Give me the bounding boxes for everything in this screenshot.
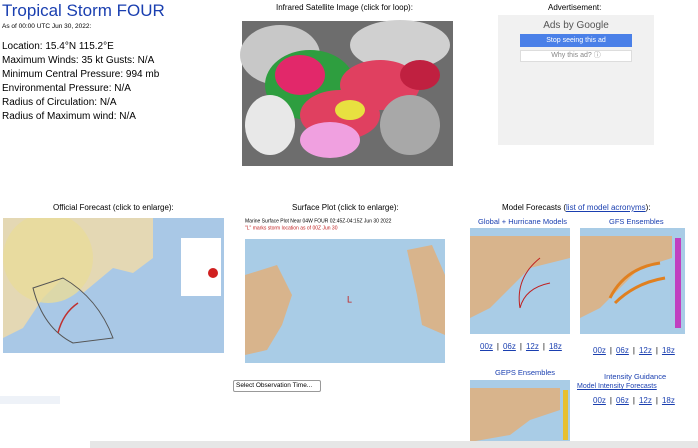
surface-heading: Surface Plot (click to enlarge): — [292, 203, 399, 212]
intensity-link[interactable]: Model Intensity Forecasts — [577, 383, 657, 390]
sep: | — [655, 346, 658, 355]
official-heading: Official Forecast (click to enlarge): — [53, 203, 174, 212]
heading-prefix: Model Forecasts ( — [502, 203, 567, 212]
sep: | — [655, 396, 658, 405]
sep: | — [632, 396, 635, 405]
sep: | — [609, 396, 612, 405]
detail: Radius of Circulation: N/A — [2, 97, 117, 108]
official-forecast-image[interactable] — [3, 218, 224, 353]
faint-box — [0, 396, 60, 404]
taskbar — [90, 441, 698, 448]
satellite-heading: Infrared Satellite Image (click for loop… — [276, 3, 413, 12]
plot-title: Marine Surface Plot Near 04W FOUR 02:45Z… — [245, 218, 392, 224]
run-link[interactable]: 00z — [593, 346, 606, 355]
sep: | — [496, 342, 499, 351]
global-models-image[interactable] — [470, 228, 570, 334]
run-link[interactable]: 06z — [502, 342, 516, 351]
why-ad-button[interactable]: Why this ad? ⓘ — [520, 50, 632, 62]
models-heading: Model Forecasts (list of model acronyms)… — [502, 203, 651, 212]
ad-box: Ads by Google Stop seeing this ad Why th… — [498, 15, 654, 145]
satellite-image[interactable] — [240, 15, 455, 172]
storm-marker: L — [347, 294, 352, 304]
intensity-runs: 00z | 06z | 12z | 18z — [593, 396, 675, 405]
run-link[interactable]: 00z — [593, 396, 606, 405]
run-link[interactable]: 18z — [661, 346, 675, 355]
gfs-ensembles-image[interactable] — [580, 228, 685, 334]
geps-ensembles-image[interactable] — [470, 380, 570, 442]
detail: Minimum Central Pressure: 994 mb — [2, 69, 160, 80]
detail: Radius of Maximum wind: N/A — [2, 111, 136, 122]
ad-heading: Advertisement: — [548, 3, 602, 12]
run-link[interactable]: 18z — [661, 396, 675, 405]
run-link[interactable]: 00z — [480, 342, 493, 351]
ads-by: Ads by Google — [543, 20, 609, 31]
sep: | — [609, 346, 612, 355]
heading-suffix: ): — [645, 203, 651, 212]
observation-select[interactable]: Select Observation Time... — [233, 380, 321, 392]
stop-ad-button[interactable]: Stop seeing this ad — [520, 34, 632, 47]
run-link[interactable]: 12z — [638, 396, 652, 405]
run-link[interactable]: 12z — [638, 346, 652, 355]
run-link[interactable]: 06z — [615, 396, 629, 405]
run-link[interactable]: 12z — [525, 342, 539, 351]
gfs-runs: 00z | 06z | 12z | 18z — [593, 346, 675, 355]
plot-note: "L" marks storm location as of 00Z Jun 3… — [245, 225, 338, 231]
acronyms-link[interactable]: list of model acronyms — [566, 203, 646, 212]
sep: | — [632, 346, 635, 355]
global-runs: 00z | 06z | 12z | 18z — [480, 342, 562, 351]
sep: | — [519, 342, 522, 351]
storm-title: Tropical Storm FOUR — [2, 1, 165, 20]
as-of: As of 00:00 UTC Jun 30, 2022: — [2, 23, 92, 30]
detail: Environmental Pressure: N/A — [2, 83, 131, 94]
global-heading: Global + Hurricane Models — [478, 217, 568, 226]
storm-details: Location: 15.4°N 115.2°E Maximum Winds: … — [2, 40, 159, 124]
surface-plot-image[interactable]: Marine Surface Plot Near 04W FOUR 02:45Z… — [232, 215, 458, 375]
sep: | — [542, 342, 545, 351]
gfs-heading: GFS Ensembles — [609, 217, 664, 226]
detail: Maximum Winds: 35 kt Gusts: N/A — [2, 55, 155, 66]
run-link[interactable]: 18z — [548, 342, 562, 351]
geps-heading: GEPS Ensembles — [495, 368, 556, 377]
detail: Location: 15.4°N 115.2°E — [2, 41, 114, 52]
run-link[interactable]: 06z — [615, 346, 629, 355]
intensity-heading: Intensity Guidance — [604, 372, 667, 381]
